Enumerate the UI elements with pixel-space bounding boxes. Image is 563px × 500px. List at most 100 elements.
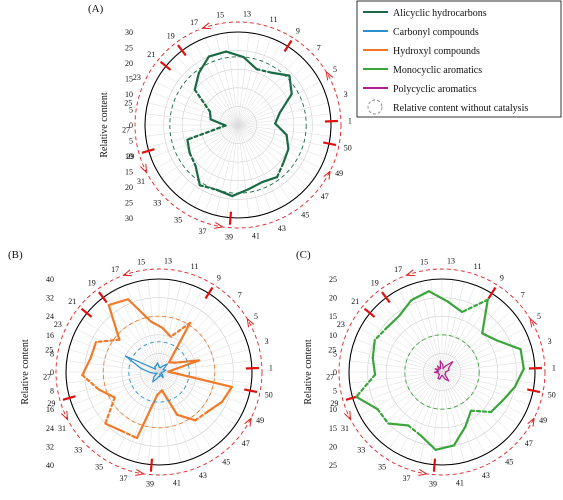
spoke-label: 9	[217, 273, 221, 282]
grid-spoke	[441, 360, 535, 373]
spoke-label: 7	[238, 290, 242, 299]
series-hydroxyl-compounds	[81, 298, 233, 440]
grid-spoke	[237, 81, 321, 126]
grid-spoke	[441, 371, 535, 384]
grid-spoke	[441, 281, 465, 373]
highlight-marker	[62, 395, 76, 401]
grid-spoke	[204, 37, 239, 126]
series-segment	[373, 326, 389, 342]
highlight-marker	[432, 458, 437, 472]
grid-spoke	[441, 279, 454, 373]
grid-spoke	[161, 71, 239, 126]
series-segment	[169, 321, 192, 338]
grid-spoke	[176, 55, 239, 126]
radial-tick-label: 32	[46, 294, 54, 303]
series-segment	[104, 422, 123, 433]
spoke-label: 1	[552, 364, 556, 373]
series-segment	[126, 298, 152, 323]
series-segment	[355, 395, 379, 411]
series-alicyclic-hydrocarbons	[169, 50, 307, 198]
grid-spoke	[158, 284, 193, 373]
series-segment	[275, 161, 285, 179]
grid-spoke	[349, 360, 443, 373]
outer-axis-circle	[348, 278, 536, 466]
grid-spoke	[68, 371, 160, 395]
series-segment	[242, 55, 258, 71]
grid-spoke	[158, 371, 203, 455]
grid-spoke	[237, 124, 308, 187]
series-segment	[446, 300, 464, 314]
series-segment	[407, 424, 422, 437]
series-segment	[419, 434, 437, 451]
radial-tick-label: 15	[329, 424, 337, 433]
highlight-marker	[141, 148, 155, 154]
spoke-label: 50	[265, 390, 273, 399]
grid-spoke	[184, 48, 239, 126]
series-segment	[464, 409, 473, 428]
grid-spoke	[237, 124, 282, 208]
spoke-label: 9	[500, 273, 504, 282]
spoke-label: 25	[45, 346, 53, 355]
grid-spoke	[105, 371, 160, 449]
spoke-label: 13	[164, 256, 172, 265]
grid-spoke	[372, 371, 443, 434]
series-segment	[371, 356, 377, 376]
spoke-label: 49	[335, 169, 343, 178]
series-segment	[410, 290, 430, 302]
grid-spoke	[365, 318, 443, 373]
spoke-label: 35	[378, 463, 386, 472]
series-segment	[247, 180, 264, 191]
spoke-label: 15	[420, 257, 428, 266]
spoke-label: 29	[47, 399, 55, 408]
grid-spoke	[237, 102, 329, 126]
spoke-label: 47	[242, 439, 250, 448]
radial-tick-label: 0	[333, 368, 337, 377]
grid-spoke	[388, 371, 443, 449]
grid-spoke	[237, 124, 292, 202]
series-segment	[437, 373, 440, 379]
grid-spoke	[194, 42, 239, 126]
grid-spoke	[82, 318, 160, 373]
grid-spoke	[147, 124, 239, 148]
grid-spoke	[351, 349, 443, 373]
series-segment	[208, 110, 212, 121]
grid-spoke	[408, 371, 443, 460]
series-segment	[156, 389, 164, 397]
grid-spoke	[215, 34, 239, 126]
series-segment	[193, 71, 201, 91]
legend-swatch-dashed-circle	[367, 99, 383, 115]
radial-tick-label: 15	[125, 75, 133, 84]
radial-tick-label: 15	[125, 168, 133, 177]
legend-box	[356, 0, 562, 118]
grid-spoke	[158, 371, 193, 460]
spoke-label: 33	[357, 446, 365, 455]
grid-spoke	[226, 124, 239, 218]
series-segment	[198, 184, 218, 191]
grid-spoke	[237, 124, 272, 213]
grid-spoke	[115, 371, 160, 455]
outer-dashed-circle	[134, 21, 342, 229]
series-segment	[186, 124, 227, 141]
series-segment	[120, 429, 138, 440]
series-segment	[167, 359, 201, 373]
grid-spoke	[150, 124, 239, 159]
arrow-marker	[202, 22, 211, 30]
series-segment	[193, 88, 212, 113]
spoke-label: 37	[403, 474, 411, 483]
series-segment	[495, 339, 522, 351]
grid-spoke	[161, 124, 239, 179]
legend-label: Alicyclic hydrocarbons	[393, 8, 487, 19]
series-segment	[188, 151, 197, 167]
highlight-marker	[323, 141, 337, 147]
grid-spoke	[89, 310, 160, 373]
grid-spoke	[66, 371, 160, 384]
series-segment	[441, 375, 446, 380]
grid-spoke	[441, 371, 465, 463]
series-segment	[460, 298, 489, 314]
grid-spoke	[237, 71, 315, 126]
spoke-label: 41	[252, 232, 260, 241]
grid-spoke	[136, 281, 160, 373]
series-segment	[149, 320, 164, 330]
grid-spoke	[168, 124, 239, 187]
spoke-label: 43	[482, 471, 490, 480]
